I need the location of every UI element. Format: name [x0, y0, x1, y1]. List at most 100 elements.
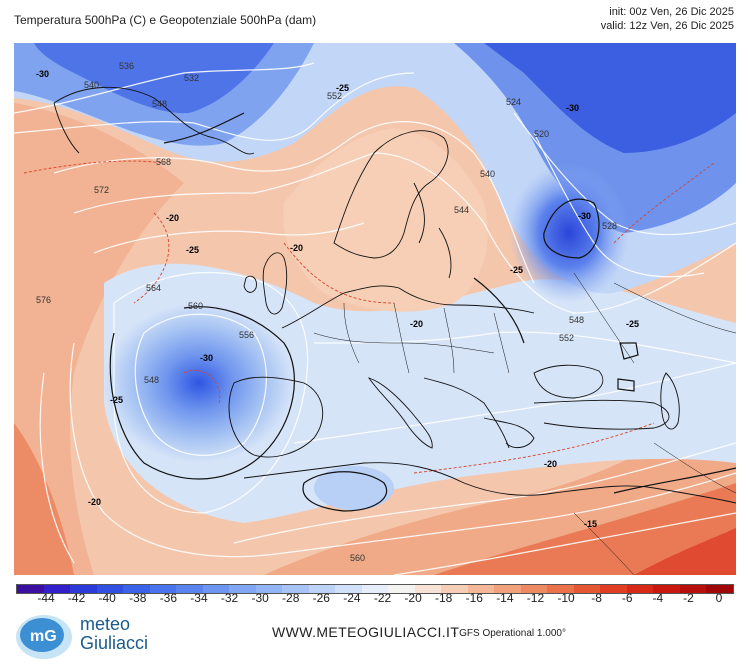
- label-548-c: 548: [144, 375, 159, 385]
- colorbar: [16, 584, 734, 594]
- temp-label-minus30-b: -30: [200, 353, 213, 363]
- colorbar-swatch: [706, 585, 733, 593]
- colorbar-tick-label: -10: [557, 591, 575, 605]
- label-540-b: 540: [480, 169, 495, 179]
- colorbar-tick-label: -18: [435, 591, 453, 605]
- colorbar-swatch: [653, 585, 680, 593]
- model-name: - GFS Operational 1.000°: [453, 628, 566, 639]
- colorbar-swatch: [388, 585, 415, 593]
- colorbar-tick-label: -24: [343, 591, 361, 605]
- coastlines: [53, 86, 736, 575]
- temp-label-minus20-b: -20: [290, 243, 303, 253]
- colorbar-swatch: [626, 585, 654, 593]
- label-560-b: 560: [350, 553, 365, 563]
- colorbar-swatch: [70, 585, 97, 593]
- temp-label-minus25-d: -25: [510, 265, 523, 275]
- colorbar-swatch: [255, 585, 283, 593]
- atlantic-warm-region: [14, 103, 184, 575]
- colorbar-tick-label: -44: [37, 591, 55, 605]
- colorbar-swatch: [96, 585, 124, 593]
- colorbar-swatch: [282, 585, 309, 593]
- colorbar-swatch: [520, 585, 548, 593]
- colorbar-swatch: [149, 585, 177, 593]
- label-540-a: 540: [84, 80, 99, 90]
- temp-label-minus25-c: -25: [336, 83, 349, 93]
- website-link[interactable]: WWW.METEOGIULIACCI.IT: [272, 624, 460, 640]
- colorbar-swatch: [573, 585, 601, 593]
- geopotential-lines: [14, 62, 736, 575]
- atlantic-hot-region: [14, 423, 74, 575]
- colorbar-swatch: [361, 585, 389, 593]
- colorbar-tick-label: -42: [67, 591, 86, 605]
- brand-line-2: Giuliacci: [80, 633, 149, 653]
- africa-red-band: [634, 528, 736, 575]
- africa-hot-band: [434, 483, 736, 575]
- arctic-deep-cold: [484, 43, 736, 153]
- label-576: 576: [36, 295, 51, 305]
- colorbar-tick-label: -38: [129, 591, 147, 605]
- colorbar-swatch: [600, 585, 627, 593]
- label-544: 544: [454, 205, 469, 215]
- iberian-low: [104, 303, 294, 463]
- colorbar-swatch: [547, 585, 574, 593]
- colorbar-swatch: [467, 585, 495, 593]
- colorbar-tick-label: -16: [465, 591, 483, 605]
- temp-label-minus30-a: -30: [36, 69, 49, 79]
- valid-time: valid: 12z Ven, 26 Dic 2025: [600, 20, 734, 32]
- colorbar-tick-label: -4: [652, 591, 664, 605]
- colorbar-tick-label: -30: [251, 591, 269, 605]
- map-svg: 536 532 540 548 552 524 520 528 540 544 …: [14, 43, 736, 575]
- colorbar-tick-label: -34: [190, 591, 208, 605]
- label-528: 528: [602, 221, 617, 231]
- colorbar-swatch: [414, 585, 442, 593]
- temperature-lines: [109, 112, 736, 512]
- colorbar-tick-label: -20: [404, 591, 422, 605]
- label-552-b: 552: [559, 333, 574, 343]
- scandinavia-ridge: [283, 128, 488, 312]
- label-560-a: 560: [188, 301, 203, 311]
- label-572: 572: [94, 185, 109, 195]
- russian-low: [509, 163, 629, 303]
- label-520: 520: [534, 129, 549, 139]
- temp-label-minus25-b: -25: [110, 395, 123, 405]
- brand-line-1: meteo: [80, 614, 131, 634]
- colorbar-swatch: [123, 585, 150, 593]
- colorbar-tick-label: -22: [373, 591, 392, 605]
- label-536-a: 536: [119, 61, 134, 71]
- run-info: init: 00z Ven, 26 Dic 2025 valid: 12z Ve…: [601, 5, 734, 33]
- colorbar-swatch: [43, 585, 71, 593]
- temp-label-minus20-d: -20: [544, 459, 557, 469]
- colorbar-tick-label: -26: [312, 591, 330, 605]
- colorbar-swatch: [202, 585, 230, 593]
- map-labels: 536 532 540 548 552 524 520 528 540 544 …: [36, 61, 639, 563]
- colorbar-swatch: [17, 585, 44, 593]
- label-548-a: 548: [152, 99, 167, 109]
- label-564: 564: [146, 283, 161, 293]
- colorbar-tick-label: 0: [715, 591, 723, 605]
- temp-label-minus25-e: -25: [626, 319, 639, 329]
- init-time: init: 00z Ven, 26 Dic 2025: [609, 6, 734, 18]
- colorbar-tick-label: -8: [591, 591, 602, 605]
- temp-label-minus20-c: -20: [410, 319, 423, 329]
- meteogiuliacci-logo: mG: [14, 609, 74, 661]
- temp-label-minus30-d: -30: [578, 211, 591, 221]
- temp-label-minus15: -15: [584, 519, 597, 529]
- weather-map: 536 532 540 548 552 524 520 528 540 544 …: [14, 43, 736, 575]
- temp-label-minus30-c: -30: [566, 103, 579, 113]
- label-524: 524: [506, 97, 521, 107]
- temp-label-minus20-e: -20: [88, 497, 101, 507]
- colorbar-swatch: [441, 585, 468, 593]
- chart-title: Temperatura 500hPa (C) e Geopotenziale 5…: [14, 13, 317, 27]
- dashed-isotherms: [23, 160, 715, 474]
- colorbar-swatch: [308, 585, 336, 593]
- colorbar-swatch: [679, 585, 707, 593]
- label-556: 556: [239, 330, 254, 340]
- colorbar-tick-label: -40: [98, 591, 116, 605]
- colorbar-swatch: [335, 585, 362, 593]
- colorbar-swatch: [176, 585, 203, 593]
- colorbar-swatch: [229, 585, 256, 593]
- colorbar-tick-label: -32: [220, 591, 239, 605]
- label-568: 568: [156, 157, 171, 167]
- label-532: 532: [184, 73, 199, 83]
- temp-label-minus25-a: -25: [186, 245, 199, 255]
